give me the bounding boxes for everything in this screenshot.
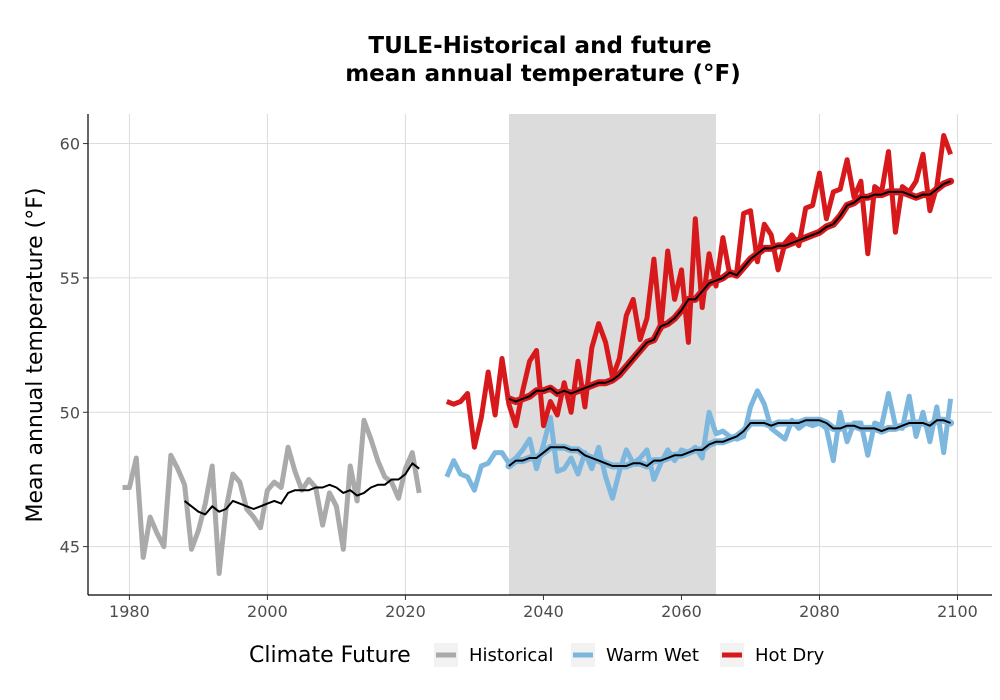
future-period-shading: [508, 114, 716, 595]
legend-items: Historical Warm Wet Hot Dry: [434, 643, 825, 667]
x-tick-label-2000: 2000: [247, 602, 288, 621]
x-tick-label-2020: 2020: [385, 602, 426, 621]
legend-label-historical: Historical: [469, 645, 553, 666]
x-tick-label-1980: 1980: [109, 602, 150, 621]
y-tick-label-60: 60: [60, 135, 80, 154]
series-line-hot-dry-smoothed: [508, 180, 951, 403]
x-tick-label-2060: 2060: [661, 602, 702, 621]
plot-area: [88, 114, 992, 595]
series-line-historical-smoothed: [183, 462, 420, 516]
legend-title: Climate Future: [249, 643, 411, 668]
x-tick-label-2040: 2040: [523, 602, 564, 621]
chart-subtitle: mean annual temperature (°F): [345, 61, 741, 87]
x-tick-label-2080: 2080: [799, 602, 840, 621]
y-tick-label-55: 55: [60, 269, 80, 288]
legend-label-warm-wet: Warm Wet: [606, 645, 699, 666]
chart-title: TULE-Historical and future: [368, 33, 711, 59]
y-tick-label-50: 50: [60, 403, 80, 422]
legend: Climate Future Historical Warm Wet Hot Dry: [249, 643, 825, 668]
y-axis: 45 50 55 60: [60, 135, 88, 557]
series-line-historical: [122, 417, 422, 576]
series-layer: [122, 133, 955, 576]
y-axis-title: Mean annual temperature (°F): [23, 188, 48, 523]
x-tick-label-2100: 2100: [937, 602, 978, 621]
x-axis: 1980 2000 2020 2040 2060 2080 2100: [109, 595, 978, 621]
series-line-hot-dry: [445, 133, 953, 450]
series-line-warm-wet-smoothed: [508, 419, 951, 467]
y-tick-label-45: 45: [60, 538, 80, 557]
legend-label-hot-dry: Hot Dry: [755, 645, 825, 666]
